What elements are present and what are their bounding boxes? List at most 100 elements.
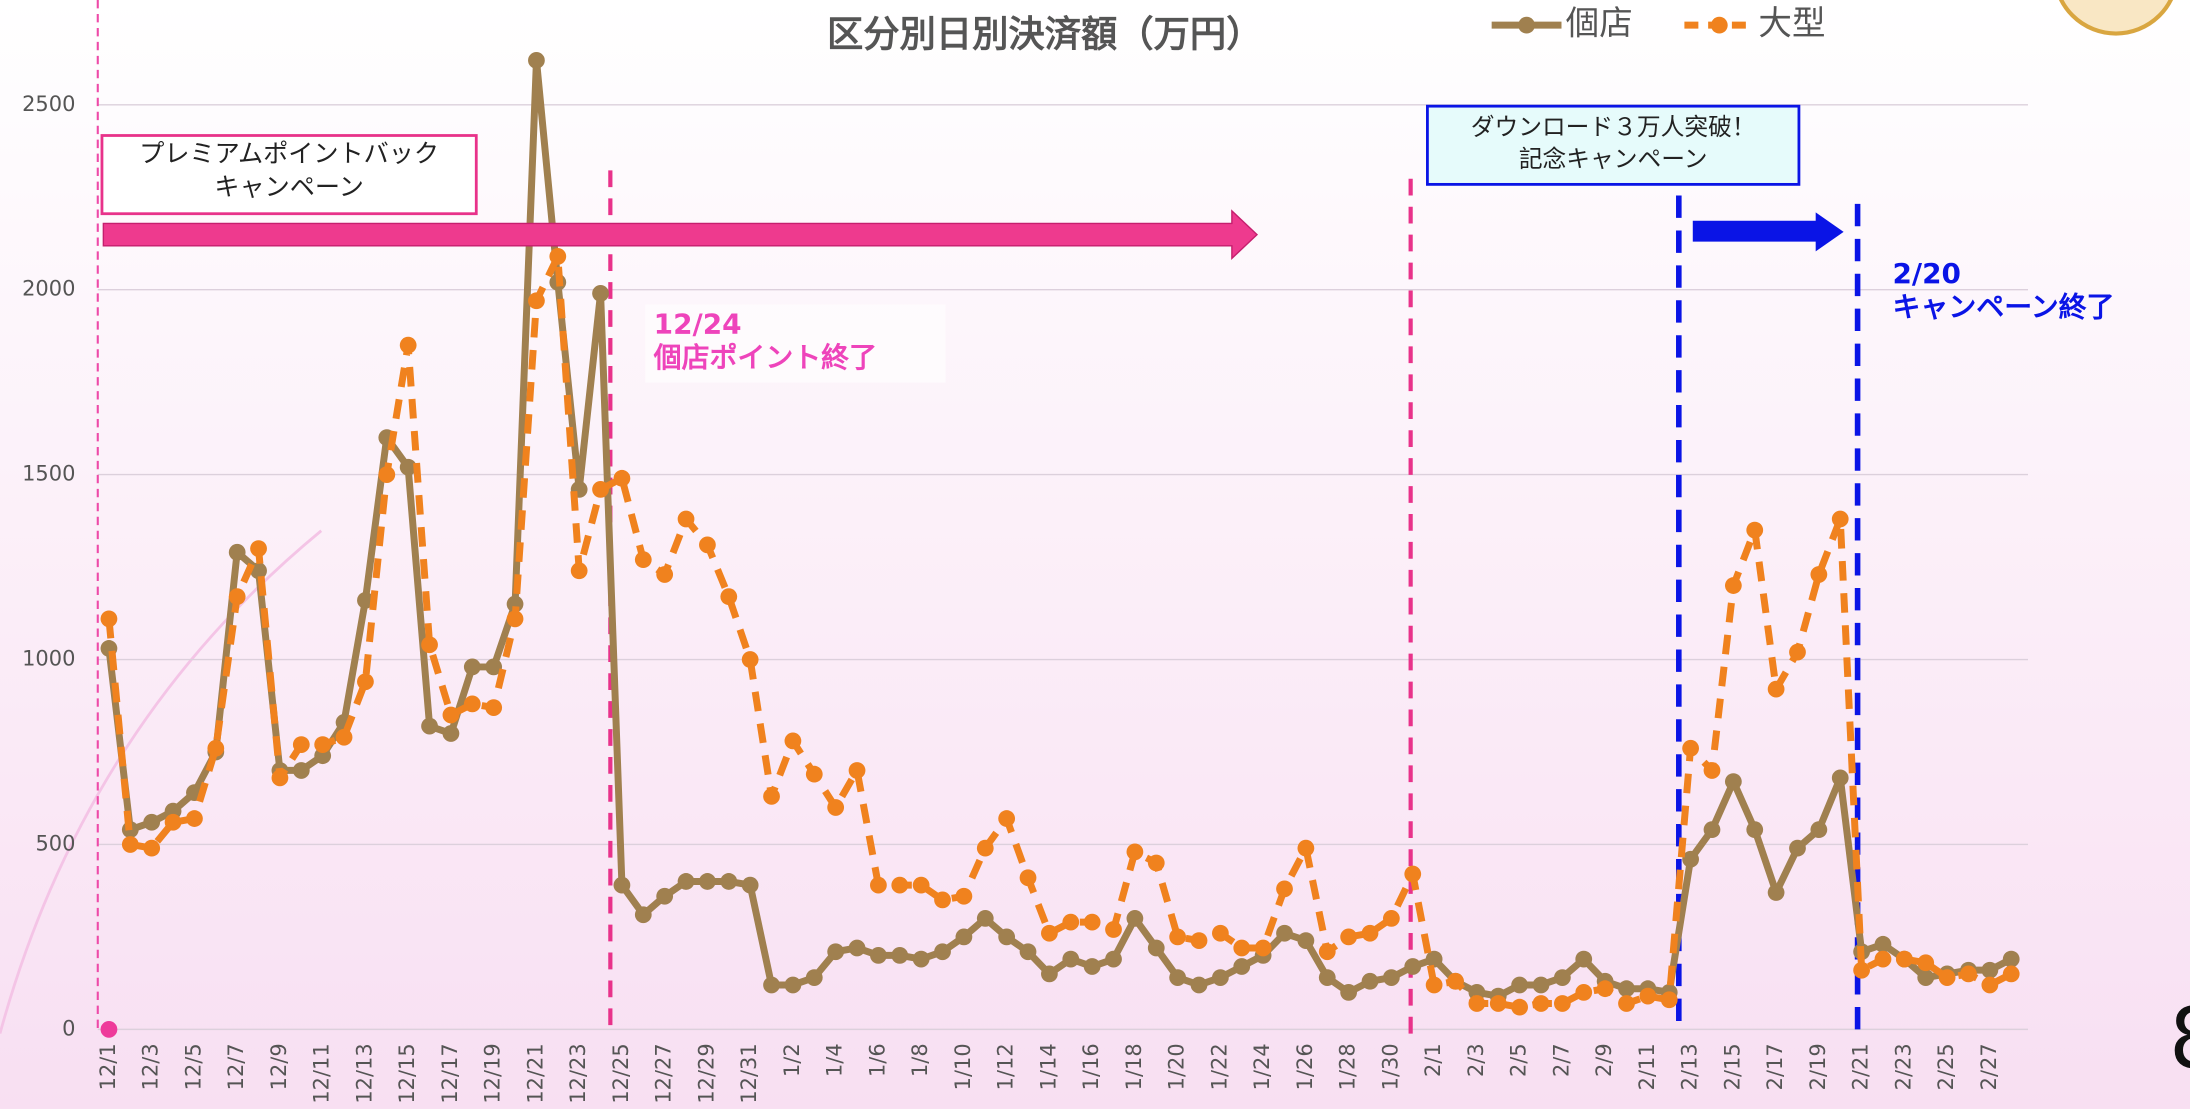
data-point bbox=[1041, 965, 1058, 983]
data-point bbox=[1447, 972, 1464, 990]
x-tick-label: 2/19 bbox=[1806, 1043, 1830, 1090]
data-point bbox=[1618, 995, 1635, 1012]
data-point bbox=[955, 887, 973, 905]
data-point bbox=[442, 706, 460, 724]
data-point bbox=[891, 947, 909, 964]
x-tick-label: 1/22 bbox=[1207, 1043, 1231, 1090]
y-tick-label: 0 bbox=[62, 1016, 75, 1040]
x-tick-label: 12/17 bbox=[438, 1043, 462, 1103]
data-point bbox=[912, 950, 930, 968]
y-tick-label: 1500 bbox=[22, 462, 75, 486]
data-point bbox=[720, 588, 738, 606]
x-tick-label: 2/5 bbox=[1507, 1043, 1531, 1077]
data-point bbox=[741, 876, 759, 894]
data-point bbox=[1789, 643, 1806, 661]
data-point bbox=[1682, 850, 1699, 868]
x-tick-label: 1/8 bbox=[908, 1043, 932, 1077]
annotation: キャンペーン bbox=[214, 173, 363, 202]
data-point bbox=[1767, 680, 1785, 698]
data-point bbox=[1596, 980, 1614, 998]
data-point bbox=[1019, 869, 1037, 887]
data-point bbox=[1468, 995, 1486, 1012]
x-tick-label: 1/20 bbox=[1165, 1043, 1189, 1090]
data-point bbox=[1703, 762, 1721, 779]
x-tick-label: 2/7 bbox=[1549, 1043, 1573, 1077]
data-point bbox=[378, 466, 396, 483]
data-point bbox=[1276, 924, 1293, 942]
data-point bbox=[1083, 913, 1101, 931]
data-point bbox=[250, 562, 267, 580]
x-tick-label: 2/9 bbox=[1592, 1043, 1616, 1077]
data-point bbox=[1724, 577, 1742, 594]
data-point bbox=[506, 610, 524, 628]
y-tick-label: 2500 bbox=[22, 92, 75, 116]
data-point bbox=[1361, 924, 1379, 942]
data-point bbox=[228, 543, 246, 561]
data-point bbox=[1404, 958, 1422, 975]
x-tick-label: 12/23 bbox=[566, 1043, 590, 1103]
x-tick-label: 12/13 bbox=[352, 1043, 376, 1103]
data-point bbox=[100, 610, 118, 628]
x-tick-label: 1/2 bbox=[780, 1043, 804, 1077]
data-point bbox=[1874, 950, 1892, 968]
data-point bbox=[250, 540, 267, 557]
data-point bbox=[1233, 939, 1251, 957]
data-point bbox=[1212, 969, 1229, 986]
x-tick-label: 2/25 bbox=[1934, 1043, 1958, 1090]
data-point bbox=[699, 536, 716, 554]
logo bbox=[2058, 0, 2174, 36]
data-point bbox=[228, 588, 246, 606]
data-point bbox=[613, 876, 631, 894]
data-point bbox=[870, 876, 887, 894]
data-point bbox=[1489, 995, 1507, 1012]
data-point bbox=[421, 717, 438, 735]
data-point bbox=[1917, 954, 1935, 972]
data-point bbox=[1853, 961, 1870, 979]
data-point bbox=[1083, 958, 1101, 975]
data-point bbox=[1960, 965, 1977, 983]
data-point bbox=[1724, 773, 1742, 790]
data-point bbox=[399, 458, 417, 476]
data-point bbox=[741, 651, 759, 668]
data-point bbox=[1382, 969, 1400, 986]
data-point bbox=[677, 510, 695, 528]
data-point bbox=[677, 873, 695, 890]
annotation: 個店ポイント終了 bbox=[653, 341, 877, 374]
data-point bbox=[1532, 995, 1550, 1012]
data-point bbox=[143, 813, 161, 831]
x-tick-label: 1/18 bbox=[1122, 1043, 1146, 1090]
x-tick-label: 2/23 bbox=[1891, 1043, 1915, 1090]
data-point bbox=[1147, 854, 1165, 872]
data-point bbox=[1276, 880, 1293, 898]
data-point bbox=[1682, 739, 1699, 757]
data-point bbox=[1147, 939, 1165, 957]
data-point bbox=[1425, 976, 1443, 994]
data-point bbox=[1019, 943, 1037, 961]
page-number: 8 bbox=[2169, 990, 2190, 1088]
data-point bbox=[1318, 969, 1336, 986]
data-point bbox=[357, 673, 374, 691]
data-point bbox=[1062, 950, 1080, 968]
data-point bbox=[1618, 980, 1635, 998]
x-tick-label: 2/27 bbox=[1977, 1043, 2001, 1090]
data-point bbox=[1511, 976, 1529, 994]
x-tick-label: 1/14 bbox=[1036, 1043, 1060, 1090]
annotation: キャンペーン終了 bbox=[1893, 291, 2115, 324]
x-tick-label: 12/21 bbox=[523, 1043, 547, 1103]
data-point bbox=[570, 562, 588, 580]
data-point bbox=[699, 873, 716, 890]
x-tick-label: 2/1 bbox=[1421, 1043, 1445, 1077]
data-point bbox=[2002, 965, 2020, 983]
data-point bbox=[805, 969, 823, 986]
data-point bbox=[1810, 566, 1828, 583]
legend-label: 大型 bbox=[1758, 4, 1825, 43]
x-tick-label: 12/27 bbox=[652, 1043, 676, 1103]
data-point bbox=[1105, 921, 1122, 938]
data-point bbox=[1575, 950, 1593, 968]
x-tick-label: 12/15 bbox=[395, 1043, 419, 1103]
y-tick-label: 2000 bbox=[22, 277, 75, 301]
data-point bbox=[485, 699, 503, 716]
data-point bbox=[528, 292, 545, 310]
data-point bbox=[186, 810, 203, 827]
data-point bbox=[763, 787, 780, 805]
